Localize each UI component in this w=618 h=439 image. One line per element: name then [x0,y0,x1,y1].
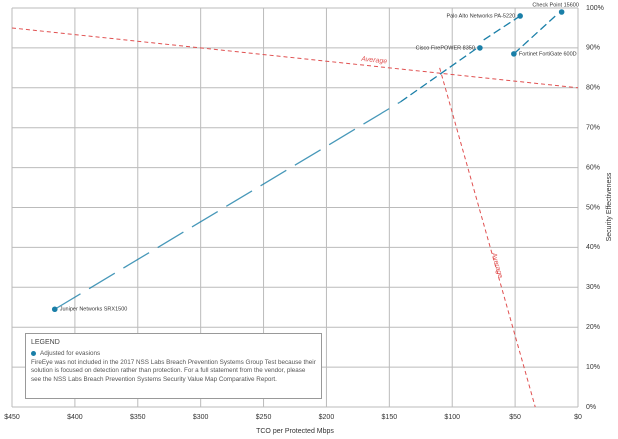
data-point [558,9,565,15]
point-label: Cisco FirePOWER 8350 [416,45,475,51]
data-point [517,13,523,19]
legend-label: Adjusted for evasions [40,350,101,358]
legend-swatch [31,351,36,357]
x-tick-label: $50 [509,414,521,421]
average-label: Average [360,56,388,66]
y-tick-label: 40% [586,244,600,251]
point-label: Check Point 15600 [532,2,578,8]
data-point [51,306,58,313]
y-tick-label: 90% [586,45,600,52]
average-line [11,27,579,89]
x-axis-title: TCO per Protected Mbps [256,428,334,435]
point-label: Fortinet FortiGate 600D [519,51,577,57]
x-tick-label: $250 [256,414,272,421]
average-line [439,67,536,408]
y-tick-label: 30% [586,284,600,291]
y-tick-label: 20% [586,324,600,331]
evasion-trail [400,47,478,103]
data-point [477,45,483,51]
legend-note: FireEye was not included in the 2017 NSS… [31,358,316,383]
y-axis-title: Security Effectiveness [606,172,613,241]
y-tick-label: 10% [586,364,600,371]
y-tick-label: 50% [586,204,600,211]
legend-title: LEGEND [31,339,60,346]
x-tick-label: $150 [382,414,398,421]
point-label: Juniper Networks SRX1500 [60,307,128,313]
y-tick-label: 60% [586,164,600,171]
x-tick-label: $300 [193,414,209,421]
data-point [511,51,517,57]
y-tick-label: 80% [586,85,600,92]
x-tick-label: $450 [4,414,20,421]
legend: LEGEND Adjusted for evasions FireEye was… [25,333,322,399]
evasion-trail [54,101,401,310]
x-tick-label: $0 [574,414,582,421]
x-tick-label: $350 [130,414,146,421]
evasion-trail [483,15,521,41]
evasion-trail [513,15,556,55]
x-tick-label: $200 [319,414,335,421]
x-tick-label: $400 [67,414,83,421]
average-label: Average [490,251,504,279]
point-label: Palo Alto Networks PA-5220 [446,13,515,19]
legend-entry: Adjusted for evasions [31,350,316,359]
y-tick-label: 0% [586,404,596,411]
y-tick-label: 100% [586,5,604,12]
y-tick-label: 70% [586,125,600,132]
x-tick-label: $100 [444,414,460,421]
